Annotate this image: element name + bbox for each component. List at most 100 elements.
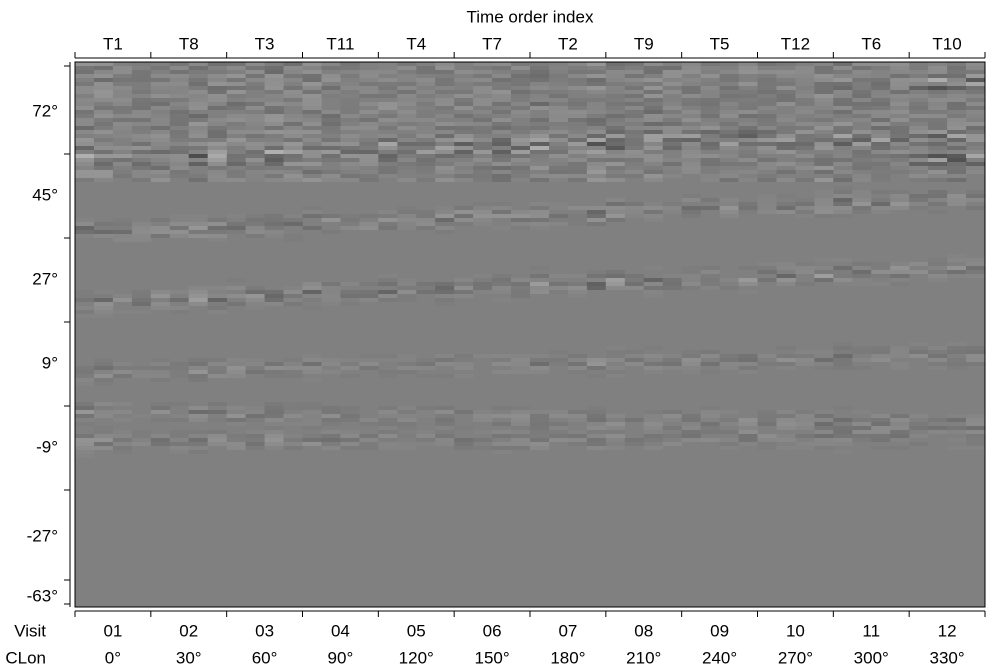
heatmap-cell bbox=[75, 74, 95, 78]
heatmap-cell bbox=[871, 174, 891, 178]
heatmap-cell bbox=[681, 162, 701, 166]
heatmap-cell bbox=[150, 122, 171, 126]
heatmap-cell bbox=[871, 354, 891, 358]
heatmap-cell bbox=[207, 166, 227, 170]
heatmap-cell bbox=[814, 442, 834, 446]
heatmap-cell bbox=[909, 126, 929, 130]
heatmap-cell bbox=[378, 430, 398, 434]
heatmap-cell bbox=[359, 122, 379, 126]
heatmap-cell bbox=[586, 146, 607, 150]
heatmap-cell bbox=[549, 206, 569, 210]
heatmap-cell bbox=[397, 70, 417, 74]
heatmap-cell bbox=[738, 138, 758, 142]
heatmap-cell bbox=[207, 74, 227, 78]
heatmap-cell bbox=[852, 106, 872, 110]
heatmap-cell bbox=[226, 294, 246, 298]
heatmap-cell bbox=[833, 202, 853, 206]
heatmap-cell bbox=[131, 62, 152, 66]
heatmap-cell bbox=[264, 426, 284, 430]
heatmap-cell bbox=[530, 206, 550, 210]
heatmap-cell bbox=[795, 106, 815, 110]
heatmap-cell bbox=[340, 110, 360, 114]
heatmap-cell bbox=[681, 274, 701, 278]
heatmap-cell bbox=[188, 66, 208, 70]
heatmap-cell bbox=[473, 122, 493, 126]
heatmap-cell bbox=[169, 438, 190, 442]
heatmap-cell bbox=[264, 422, 284, 426]
heatmap-cell bbox=[378, 158, 398, 162]
heatmap-cell bbox=[530, 442, 550, 446]
heatmap-cell bbox=[776, 206, 796, 210]
heatmap-cell bbox=[567, 438, 588, 442]
visit-label: 03 bbox=[255, 621, 274, 640]
heatmap-cell bbox=[283, 222, 303, 226]
heatmap-cell bbox=[492, 82, 512, 86]
clon-label: 30° bbox=[176, 648, 202, 667]
heatmap-cell bbox=[795, 134, 815, 138]
heatmap-cell bbox=[150, 78, 171, 82]
heatmap-cell bbox=[473, 218, 493, 222]
heatmap-cell bbox=[719, 122, 739, 126]
heatmap-cell bbox=[302, 118, 322, 122]
heatmap-cell bbox=[150, 370, 171, 374]
heatmap-cell bbox=[264, 170, 284, 174]
heatmap-cell bbox=[605, 82, 626, 86]
heatmap-cell bbox=[549, 86, 569, 90]
heatmap-cell bbox=[416, 414, 436, 418]
heatmap-cell bbox=[226, 86, 246, 90]
heatmap-cell bbox=[359, 170, 379, 174]
heatmap-cell bbox=[605, 174, 626, 178]
heatmap-cell bbox=[245, 110, 265, 114]
heatmap-cell bbox=[567, 142, 588, 146]
heatmap-cell bbox=[681, 90, 701, 94]
heatmap-cell bbox=[131, 166, 152, 170]
heatmap-cell bbox=[226, 146, 246, 150]
heatmap-cell bbox=[473, 98, 493, 102]
y-label: 72° bbox=[32, 101, 58, 120]
heatmap-cell bbox=[814, 354, 834, 358]
heatmap-cell bbox=[302, 78, 322, 82]
heatmap-cell bbox=[757, 362, 777, 366]
heatmap-cell bbox=[473, 74, 493, 78]
heatmap-cell bbox=[359, 94, 379, 98]
heatmap-cell bbox=[947, 74, 967, 78]
heatmap-cell bbox=[94, 154, 114, 158]
heatmap-cell bbox=[207, 434, 227, 438]
heatmap-cell bbox=[643, 346, 663, 350]
heatmap-cell bbox=[549, 146, 569, 150]
heatmap-cell bbox=[131, 98, 152, 102]
heatmap-cell bbox=[549, 98, 569, 102]
heatmap-cell bbox=[283, 166, 303, 170]
heatmap-cell bbox=[567, 434, 588, 438]
heatmap-cell bbox=[833, 70, 853, 74]
heatmap-cell bbox=[909, 346, 929, 350]
heatmap-cell bbox=[188, 90, 208, 94]
heatmap-cell bbox=[549, 154, 569, 158]
heatmap-cell bbox=[131, 170, 152, 174]
heatmap-cell bbox=[226, 302, 246, 306]
heatmap-cell bbox=[435, 282, 455, 286]
heatmap-cell bbox=[511, 74, 531, 78]
heatmap-cell bbox=[966, 434, 986, 438]
heatmap-cell bbox=[605, 114, 626, 118]
heatmap-cell bbox=[75, 410, 95, 414]
heatmap-cell bbox=[928, 162, 948, 166]
heatmap-cell bbox=[416, 218, 436, 222]
heatmap-cell bbox=[966, 90, 986, 94]
heatmap-cell bbox=[112, 222, 133, 226]
heatmap-cell bbox=[264, 86, 284, 90]
heatmap-cell bbox=[586, 274, 607, 278]
heatmap-cell bbox=[814, 430, 834, 434]
heatmap-cell bbox=[549, 410, 569, 414]
heatmap-cell bbox=[416, 166, 436, 170]
heatmap-cell bbox=[738, 114, 758, 118]
top-label: T3 bbox=[255, 34, 275, 53]
heatmap-cell bbox=[909, 142, 929, 146]
heatmap-cell bbox=[511, 438, 531, 442]
heatmap-cell bbox=[662, 418, 682, 422]
heatmap-cell bbox=[264, 126, 284, 130]
heatmap-cell bbox=[302, 86, 322, 90]
heatmap-cell bbox=[814, 134, 834, 138]
heatmap-cell bbox=[890, 418, 910, 422]
